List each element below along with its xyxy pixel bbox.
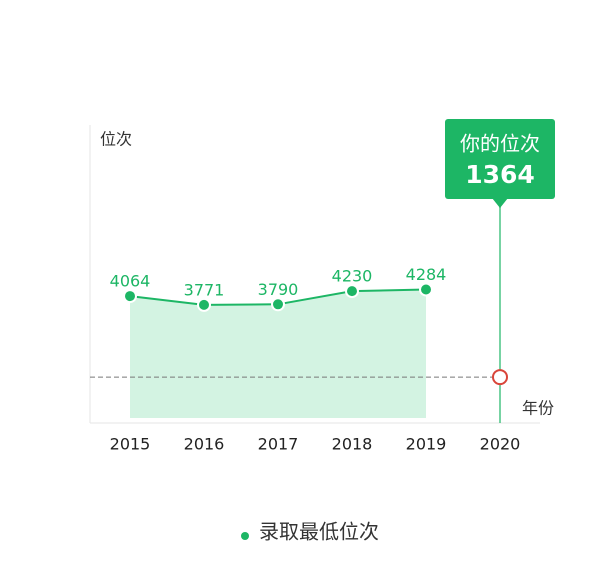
x-tick-label: 2019 [406, 435, 447, 454]
annotation-box [445, 119, 555, 199]
x-tick-label: 2018 [332, 435, 373, 454]
point [345, 284, 359, 299]
data-label: 4230 [332, 267, 373, 286]
annotation-title: 你的位次 [460, 132, 540, 156]
data-label: 4284 [406, 265, 447, 284]
point [197, 297, 211, 312]
data-label: 4064 [110, 272, 151, 291]
point [123, 289, 137, 304]
point [419, 282, 433, 297]
x-tick-label: 2015 [110, 435, 151, 454]
x-axis-label: 年份 [522, 399, 554, 418]
point [271, 297, 285, 312]
annotation-pointer [492, 198, 508, 208]
annotation-value: 1364 [465, 160, 535, 189]
x-tick-label: 2020 [480, 435, 521, 454]
area [130, 289, 426, 418]
x-tick-label: 2017 [258, 435, 299, 454]
legend-label: 录取最低位次 [259, 520, 379, 544]
legend-marker [241, 532, 249, 540]
annotation-marker [492, 369, 508, 386]
data-label: 3790 [258, 280, 299, 299]
x-tick-label: 2016 [184, 435, 225, 454]
y-axis-label: 位次 [100, 130, 132, 149]
data-label: 3771 [184, 280, 225, 299]
